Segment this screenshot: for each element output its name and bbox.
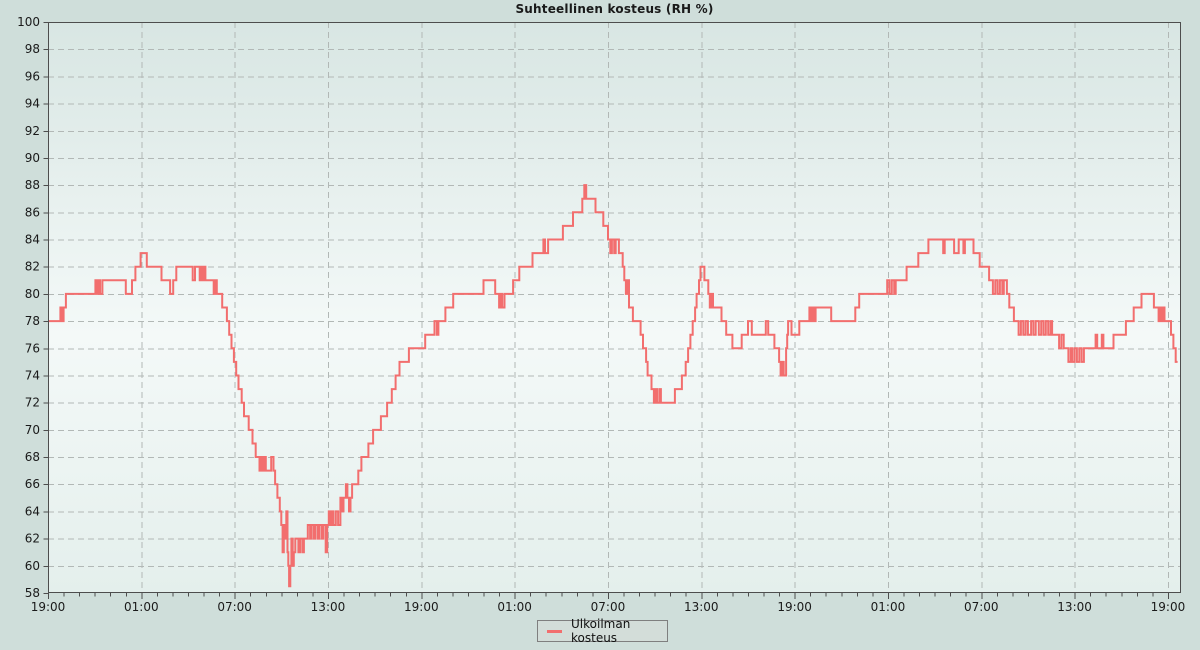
chart-title: Suhteellinen kosteus (RH %): [515, 2, 714, 16]
svg-text:19:00: 19:00: [31, 600, 66, 614]
svg-text:100: 100: [17, 15, 40, 29]
x-axis-labels: 19:00 01:00 07:00 13:00 19:00 01:00 07:00 13:00…: [31, 600, 1186, 614]
svg-text:72: 72: [25, 396, 40, 410]
legend-box: Ulkoilman kosteus: [537, 617, 668, 645]
svg-text:01:00: 01:00: [124, 600, 159, 614]
svg-text:84: 84: [25, 233, 40, 247]
svg-text:66: 66: [25, 477, 40, 491]
gridlines: [48, 22, 1181, 593]
svg-text:01:00: 01:00: [497, 600, 532, 614]
svg-text:86: 86: [25, 205, 40, 219]
axis-ticks: [43, 22, 1169, 599]
svg-text:13:00: 13:00: [684, 600, 719, 614]
y-axis-labels: 58 60 62 64 66 68 70 72 74 76 78 80 82 84 86 88 90 92 94 96…: [17, 15, 40, 600]
svg-text:62: 62: [25, 532, 40, 546]
svg-text:13:00: 13:00: [1057, 600, 1092, 614]
svg-text:13:00: 13:00: [311, 600, 346, 614]
svg-text:07:00: 07:00: [964, 600, 999, 614]
svg-text:19:00: 19:00: [404, 600, 439, 614]
svg-text:19:00: 19:00: [777, 600, 812, 614]
svg-text:92: 92: [25, 124, 40, 138]
svg-text:60: 60: [25, 559, 40, 573]
svg-text:90: 90: [25, 151, 40, 165]
svg-text:94: 94: [25, 97, 40, 111]
svg-text:78: 78: [25, 314, 40, 328]
svg-text:96: 96: [25, 69, 40, 83]
svg-text:64: 64: [25, 504, 40, 518]
svg-text:68: 68: [25, 450, 40, 464]
svg-text:76: 76: [25, 341, 40, 355]
plot-border: [48, 22, 1181, 593]
svg-text:82: 82: [25, 260, 40, 274]
series-line-icon: [547, 629, 562, 633]
svg-text:19:00: 19:00: [1151, 600, 1186, 614]
plot-area: [48, 22, 1181, 593]
svg-text:07:00: 07:00: [217, 600, 252, 614]
svg-text:80: 80: [25, 287, 40, 301]
svg-text:88: 88: [25, 178, 40, 192]
humidity-step-line: [48, 184, 1178, 588]
legend-label: Ulkoilman kosteus: [571, 617, 631, 645]
svg-text:70: 70: [25, 423, 40, 437]
svg-text:58: 58: [25, 586, 40, 600]
svg-text:74: 74: [25, 368, 40, 382]
svg-text:07:00: 07:00: [591, 600, 626, 614]
svg-text:01:00: 01:00: [871, 600, 906, 614]
svg-text:98: 98: [25, 42, 40, 56]
